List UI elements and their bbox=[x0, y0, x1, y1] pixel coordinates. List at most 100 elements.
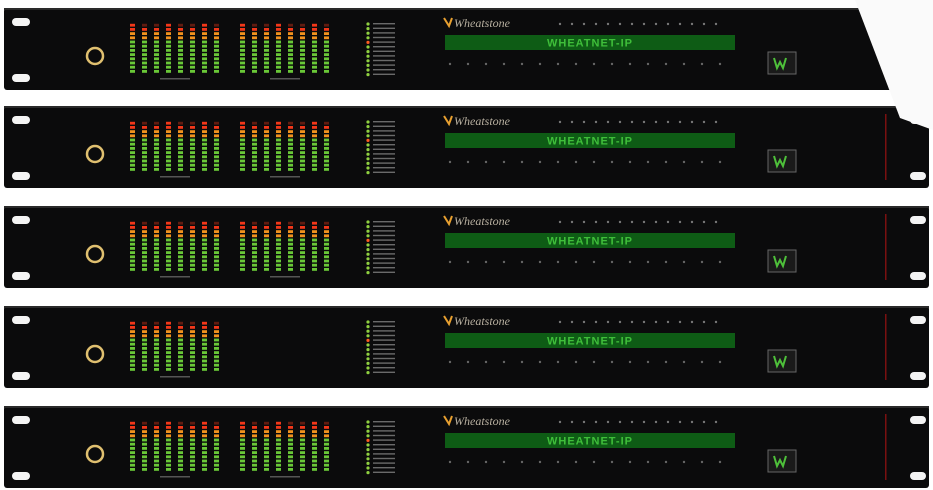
meter-segment bbox=[276, 259, 281, 263]
meter-segment bbox=[324, 426, 329, 429]
brand-name: Wheatstone bbox=[454, 414, 511, 428]
meter-segment bbox=[166, 134, 171, 138]
meter-segment bbox=[202, 126, 207, 129]
display bbox=[445, 133, 735, 148]
meter-segment bbox=[142, 326, 147, 329]
status-led bbox=[366, 434, 370, 438]
meter-segment bbox=[130, 347, 135, 350]
meter-segment bbox=[252, 155, 257, 159]
red-stripe bbox=[885, 414, 887, 480]
meter-segment bbox=[264, 468, 269, 471]
status-led bbox=[366, 366, 370, 370]
meter-segment bbox=[252, 121, 257, 125]
meter-segment bbox=[276, 468, 281, 471]
meter-segment bbox=[324, 442, 329, 446]
rack-hole bbox=[12, 216, 30, 224]
button-led bbox=[594, 120, 598, 124]
meter-segment bbox=[312, 32, 317, 35]
button-led bbox=[682, 460, 686, 464]
meter-segment bbox=[130, 65, 135, 69]
button-led bbox=[448, 260, 452, 264]
meter-segment bbox=[324, 463, 329, 467]
button-led bbox=[630, 420, 634, 424]
meter-segment bbox=[276, 36, 281, 40]
meter-segment bbox=[166, 168, 171, 171]
meter-segment bbox=[130, 163, 135, 167]
meter-segment bbox=[166, 438, 171, 442]
meter-segment bbox=[214, 32, 219, 35]
meter-segment bbox=[166, 70, 171, 73]
button-led bbox=[690, 120, 694, 124]
meter-segment bbox=[312, 155, 317, 159]
status-label bbox=[373, 453, 395, 455]
status-led bbox=[366, 238, 370, 242]
w-logo-box bbox=[767, 149, 797, 173]
meter-segment bbox=[312, 255, 317, 259]
meter-segment bbox=[214, 368, 219, 371]
button-led bbox=[582, 420, 586, 424]
button-led bbox=[678, 320, 682, 324]
button-led bbox=[642, 22, 646, 26]
meter-segment bbox=[252, 151, 257, 154]
meter-segment bbox=[312, 53, 317, 56]
button-led bbox=[642, 220, 646, 224]
meter-segment bbox=[324, 226, 329, 229]
meter-segment bbox=[240, 40, 245, 44]
status-label bbox=[373, 139, 395, 141]
button-led bbox=[664, 360, 668, 364]
meter-segment bbox=[142, 53, 147, 56]
meter-segment bbox=[190, 455, 195, 459]
meter-segment bbox=[214, 421, 219, 425]
status-led bbox=[366, 220, 370, 224]
meter-segment bbox=[252, 255, 257, 259]
button-led bbox=[682, 360, 686, 364]
button-led bbox=[610, 460, 614, 464]
meter-segment bbox=[130, 168, 135, 171]
meter-segment bbox=[288, 28, 293, 31]
meter-segment bbox=[240, 455, 245, 459]
meter-segment bbox=[190, 32, 195, 35]
meter-segment bbox=[178, 32, 183, 35]
meter-segment bbox=[264, 61, 269, 65]
meter-segment bbox=[142, 263, 147, 267]
meter-segment bbox=[142, 338, 147, 342]
meter-segment bbox=[324, 142, 329, 146]
meter-segment bbox=[312, 421, 317, 425]
meter-segment bbox=[312, 247, 317, 250]
meter-segment bbox=[300, 230, 305, 233]
meter-segment bbox=[214, 355, 219, 359]
rack-hole bbox=[910, 216, 926, 224]
meter-segment bbox=[178, 138, 183, 142]
meter-segment bbox=[264, 151, 269, 154]
status-led bbox=[366, 466, 370, 470]
meter-segment bbox=[252, 130, 257, 133]
meter-segment bbox=[312, 49, 317, 52]
meter-segment bbox=[130, 447, 135, 450]
meter-segment bbox=[240, 28, 245, 31]
button-led bbox=[502, 160, 506, 164]
meter-segment bbox=[300, 234, 305, 238]
meter-segment bbox=[324, 455, 329, 459]
meter-segment bbox=[166, 459, 171, 463]
meter-segment bbox=[130, 442, 135, 446]
meter-segment bbox=[264, 455, 269, 459]
meter-segment bbox=[166, 65, 171, 69]
brand-name: Wheatstone bbox=[454, 16, 511, 30]
meter-segment bbox=[154, 368, 159, 371]
meter-segment bbox=[154, 451, 159, 454]
meter-segment bbox=[202, 451, 207, 454]
meter-segment bbox=[252, 234, 257, 238]
button-led bbox=[700, 360, 704, 364]
meter-segment bbox=[166, 142, 171, 146]
meter-segment bbox=[154, 442, 159, 446]
meter-segment bbox=[166, 28, 171, 31]
status-label bbox=[373, 262, 395, 264]
meter-segment bbox=[240, 65, 245, 69]
button-led bbox=[628, 460, 632, 464]
meter-segment bbox=[142, 330, 147, 333]
meter-segment bbox=[252, 138, 257, 142]
status-label bbox=[373, 230, 395, 232]
meter-segment bbox=[264, 421, 269, 425]
meter-segment bbox=[312, 130, 317, 133]
meter-segment bbox=[324, 451, 329, 454]
